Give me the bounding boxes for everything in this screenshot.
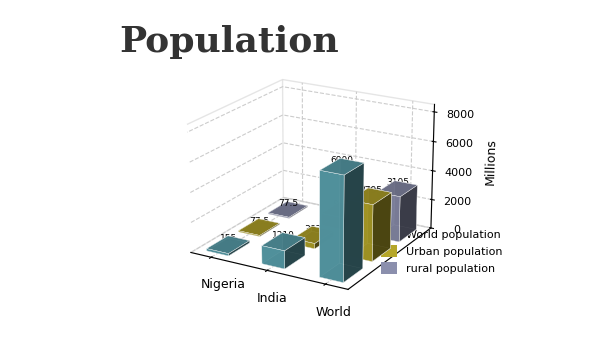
Text: Population: Population [120,25,339,59]
Legend: World population, Urban population, rural population: World population, Urban population, rura… [376,224,507,278]
